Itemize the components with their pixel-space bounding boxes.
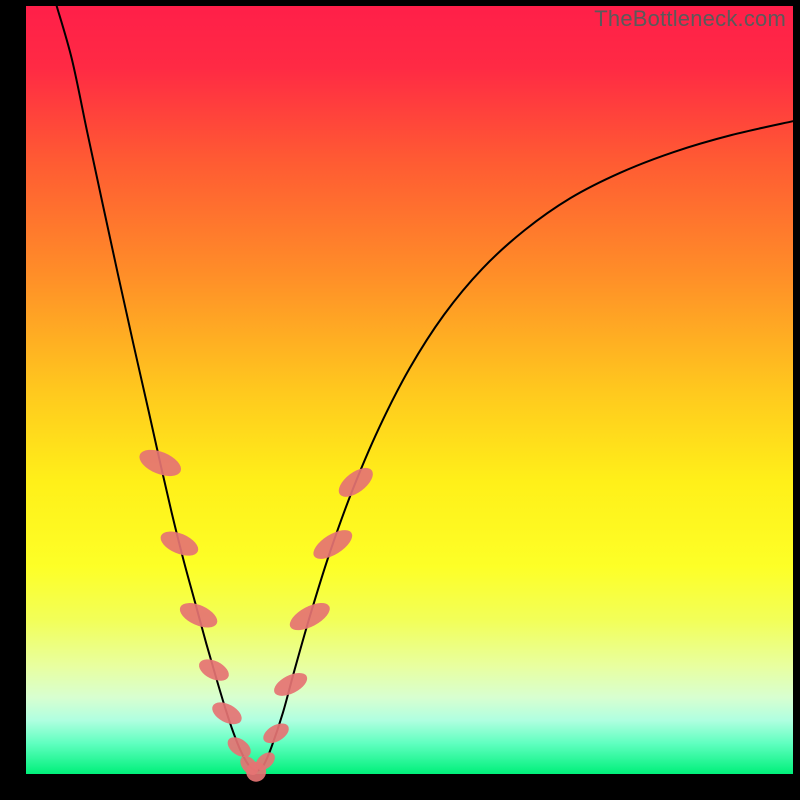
bead	[309, 524, 357, 564]
frame-left	[0, 0, 26, 800]
chart-svg	[26, 6, 793, 774]
bead	[196, 655, 233, 685]
bead	[286, 597, 334, 635]
bead	[176, 598, 221, 633]
watermark-text: TheBottleneck.com	[594, 6, 786, 32]
bead	[209, 698, 246, 729]
bead	[157, 527, 202, 561]
frame-right	[793, 0, 800, 800]
frame-bottom	[0, 774, 800, 800]
plot-area	[26, 6, 793, 774]
curve-left	[57, 6, 256, 772]
beads-group	[136, 445, 378, 782]
bead	[270, 668, 310, 700]
bead	[334, 462, 378, 502]
curve-right	[256, 121, 793, 771]
bead	[260, 719, 292, 747]
bead	[136, 445, 185, 482]
bead	[224, 733, 254, 761]
